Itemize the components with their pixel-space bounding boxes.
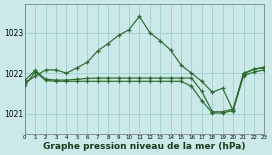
X-axis label: Graphe pression niveau de la mer (hPa): Graphe pression niveau de la mer (hPa) xyxy=(43,142,246,151)
